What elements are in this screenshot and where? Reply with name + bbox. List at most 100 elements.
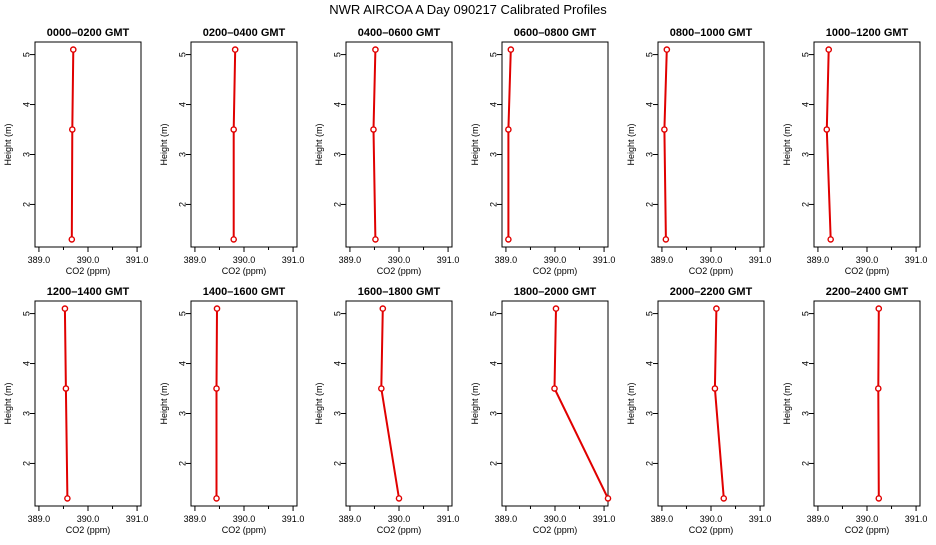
panel-title: 2200–2400 GMT (826, 286, 909, 298)
x-tick-label: 390.0 (233, 514, 256, 524)
profile-point (604, 495, 612, 502)
profile-point (61, 305, 69, 312)
profile-line (380, 308, 400, 499)
profile-point (370, 126, 377, 133)
x-axis-label: CO2 (ppm) (66, 266, 111, 276)
panel-title: 1200–1400 GMT (47, 286, 130, 298)
x-tick-label: 389.0 (28, 514, 51, 524)
y-tick-label: 5 (488, 311, 498, 316)
profile-point (505, 126, 512, 133)
y-tick-label: 3 (488, 152, 498, 157)
profile-point (69, 46, 77, 53)
y-tick-label: 4 (332, 361, 342, 366)
y-tick-label: 4 (21, 361, 31, 366)
x-tick-label: 389.0 (28, 255, 51, 265)
profile-line (63, 308, 69, 499)
profile-point (378, 385, 385, 392)
x-tick-label: 391.0 (126, 514, 149, 524)
x-tick-label: 390.0 (700, 255, 723, 265)
y-tick-label: 3 (21, 411, 31, 416)
x-tick-label: 389.0 (184, 514, 207, 524)
y-tick-label: 5 (21, 311, 31, 316)
x-axis-label: CO2 (ppm) (689, 266, 734, 276)
x-tick-label: 390.0 (700, 514, 723, 524)
profile-point (231, 46, 239, 53)
y-tick-label: 3 (644, 411, 654, 416)
profile-point (64, 495, 71, 502)
panel-title: 1400–1600 GMT (203, 286, 286, 298)
y-tick-label: 4 (800, 361, 810, 366)
y-tick-label: 2 (332, 461, 342, 466)
figure-title: NWR AIRCOA A Day 090217 Calibrated Profi… (329, 2, 607, 17)
profile-point (505, 236, 512, 243)
profile-point (827, 236, 834, 243)
plot-frame (657, 300, 765, 507)
panel-title: 0600–0800 GMT (514, 27, 597, 39)
x-tick-label: 391.0 (593, 514, 616, 524)
profile-point (213, 495, 220, 502)
y-tick-label: 5 (332, 52, 342, 57)
x-tick-label: 391.0 (437, 514, 460, 524)
profile-point (68, 126, 76, 133)
profile-line (372, 49, 377, 240)
profile-point (825, 46, 833, 53)
x-axis-label: CO2 (ppm) (222, 266, 267, 276)
x-axis-label: CO2 (ppm) (689, 525, 734, 535)
y-tick-label: 2 (800, 202, 810, 207)
x-axis-label: CO2 (ppm) (533, 266, 578, 276)
y-tick-label: 4 (21, 102, 31, 107)
y-tick-label: 3 (177, 411, 187, 416)
y-tick-label: 3 (644, 152, 654, 157)
plot-frame (34, 300, 142, 507)
y-tick-label: 4 (644, 361, 654, 366)
x-tick-label: 391.0 (437, 255, 460, 265)
y-tick-label: 5 (332, 311, 342, 316)
y-tick-label: 3 (177, 152, 187, 157)
profile-point (372, 236, 379, 243)
profile-point (874, 385, 882, 392)
profile-point (551, 385, 558, 392)
y-tick-label: 5 (488, 52, 498, 57)
x-tick-label: 390.0 (856, 255, 879, 265)
plot-frame (34, 41, 142, 248)
plot-frame (190, 41, 298, 248)
profile-point (379, 305, 387, 312)
x-axis-label: CO2 (ppm) (845, 266, 890, 276)
profile-point (395, 495, 403, 502)
y-tick-label: 2 (177, 202, 187, 207)
profile-point (372, 46, 379, 53)
x-tick-label: 391.0 (749, 514, 772, 524)
y-tick-label: 4 (177, 102, 187, 107)
panel-title: 0200–0400 GMT (203, 27, 286, 39)
plot-frame (813, 300, 921, 507)
x-axis-label: CO2 (ppm) (533, 525, 578, 535)
profile-point (213, 305, 221, 312)
x-tick-label: 389.0 (339, 514, 362, 524)
profile-point (823, 126, 831, 133)
x-axis-label: CO2 (ppm) (845, 525, 890, 535)
x-tick-label: 390.0 (77, 255, 100, 265)
x-tick-label: 389.0 (495, 255, 518, 265)
y-tick-label: 2 (177, 461, 187, 466)
x-tick-label: 390.0 (856, 514, 879, 524)
profile-point (875, 305, 883, 312)
y-tick-label: 2 (21, 461, 31, 466)
profile-point (713, 305, 720, 312)
y-axis-label: Height (m) (626, 123, 636, 165)
profile-line (553, 308, 609, 499)
x-tick-label: 390.0 (233, 255, 256, 265)
profile-point (720, 495, 728, 502)
y-axis-label: Height (m) (470, 123, 480, 165)
y-tick-label: 4 (177, 361, 187, 366)
x-tick-label: 390.0 (388, 255, 411, 265)
y-tick-label: 2 (644, 461, 654, 466)
y-axis-label: Height (m) (470, 382, 480, 424)
x-axis-label: CO2 (ppm) (377, 525, 422, 535)
x-tick-label: 390.0 (544, 514, 567, 524)
y-tick-label: 2 (800, 461, 810, 466)
profile-point (662, 236, 670, 243)
profile-point (62, 385, 70, 392)
profile-point (661, 126, 668, 133)
x-tick-label: 389.0 (495, 514, 518, 524)
x-tick-label: 390.0 (77, 514, 100, 524)
